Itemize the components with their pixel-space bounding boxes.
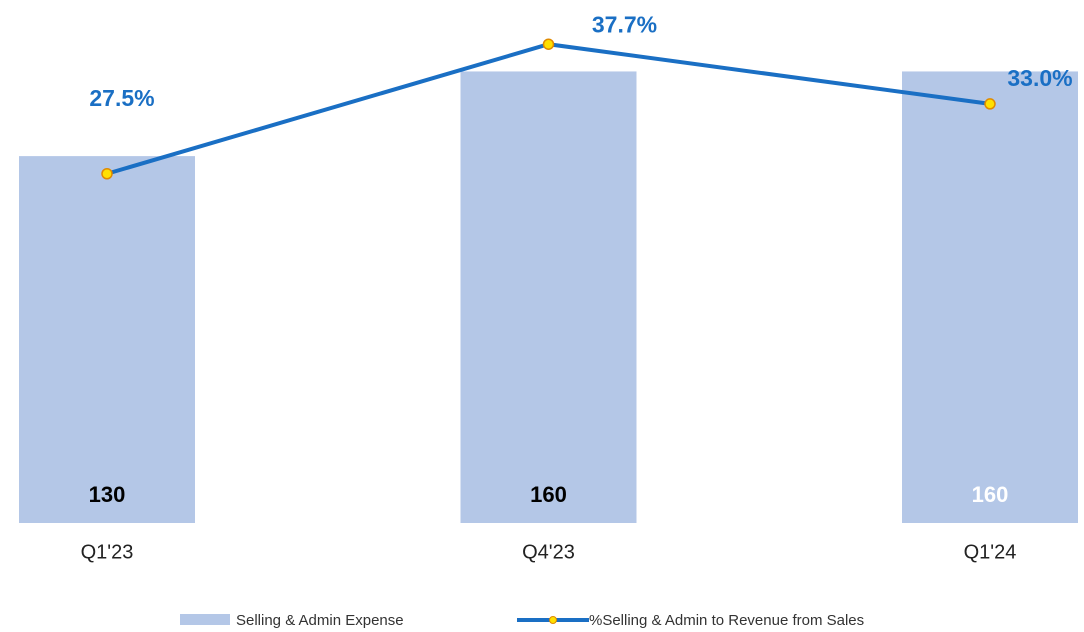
x-tick-label: Q1'23 [81,541,134,563]
line-marker [101,168,113,180]
bar [460,71,637,523]
line-marker [542,38,555,50]
line-label: 37.7% [592,11,657,37]
line-label: 33.0% [1007,65,1072,91]
line-label: 27.5% [89,85,154,111]
bar [19,156,195,523]
legend-marker [549,616,557,624]
bar-label: 160 [530,482,567,507]
bar [902,71,1078,523]
line-marker [984,98,996,110]
legend-swatch [180,614,230,625]
legend-label: %Selling & Admin to Revenue from Sales [589,612,864,629]
bar-label: 160 [972,482,1009,507]
legend-label: Selling & Admin Expense [236,612,404,629]
x-tick-label: Q1'24 [964,541,1017,563]
x-tick-label: Q4'23 [522,541,575,563]
bar-label: 130 [89,482,126,507]
